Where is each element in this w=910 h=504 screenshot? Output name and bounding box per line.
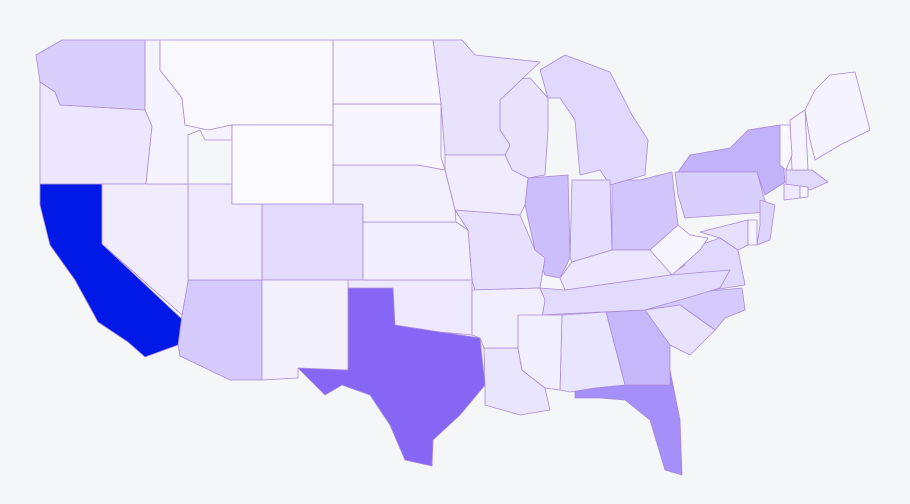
state-nj[interactable]: [756, 199, 776, 246]
state-nh[interactable]: [789, 109, 809, 171]
state-ct[interactable]: [783, 183, 801, 201]
state-de[interactable]: [747, 219, 758, 246]
state-sc[interactable]: [644, 304, 716, 356]
state-wy[interactable]: [231, 124, 334, 205]
state-co[interactable]: [261, 203, 364, 281]
state-nd[interactable]: [332, 39, 442, 105]
state-ok[interactable]: [347, 279, 473, 336]
state-wv[interactable]: [649, 224, 709, 276]
state-me[interactable]: [804, 71, 871, 161]
state-sd[interactable]: [332, 103, 446, 171]
state-nm[interactable]: [261, 279, 349, 381]
state-md[interactable]: [699, 219, 749, 251]
state-ks[interactable]: [362, 221, 473, 281]
state-vt[interactable]: [779, 124, 793, 171]
state-ms[interactable]: [517, 314, 563, 391]
state-ri[interactable]: [799, 185, 809, 199]
state-mt[interactable]: [159, 39, 334, 131]
state-mi[interactable]: [539, 54, 649, 186]
state-in[interactable]: [569, 179, 613, 263]
state-pa[interactable]: [674, 171, 769, 219]
state-mn[interactable]: [432, 39, 541, 156]
state-az[interactable]: [177, 279, 263, 381]
